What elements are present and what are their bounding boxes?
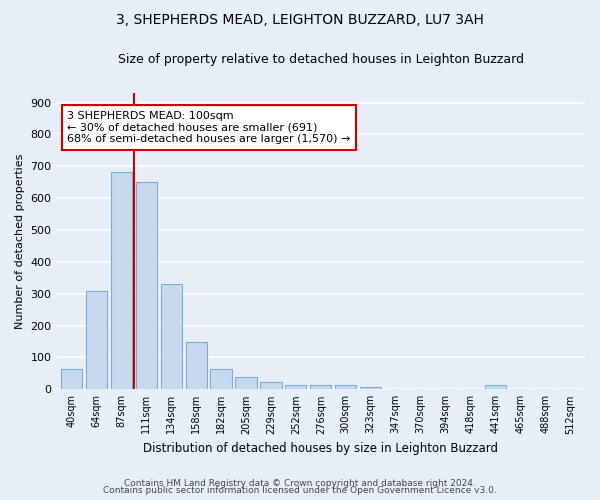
Bar [161,284,182,390]
Bar [485,386,506,390]
Title: Size of property relative to detached houses in Leighton Buzzard: Size of property relative to detached ho… [118,52,524,66]
Bar [335,386,356,390]
Bar [260,382,281,390]
Bar [285,386,307,390]
Bar [111,172,132,390]
Bar [61,368,82,390]
Text: 3, SHEPHERDS MEAD, LEIGHTON BUZZARD, LU7 3AH: 3, SHEPHERDS MEAD, LEIGHTON BUZZARD, LU7… [116,12,484,26]
Text: Contains HM Land Registry data © Crown copyright and database right 2024.: Contains HM Land Registry data © Crown c… [124,478,476,488]
Bar [185,342,207,390]
Bar [211,368,232,390]
X-axis label: Distribution of detached houses by size in Leighton Buzzard: Distribution of detached houses by size … [143,442,498,455]
Text: 3 SHEPHERDS MEAD: 100sqm
← 30% of detached houses are smaller (691)
68% of semi-: 3 SHEPHERDS MEAD: 100sqm ← 30% of detach… [67,111,350,144]
Bar [235,377,257,390]
Text: Contains public sector information licensed under the Open Government Licence v3: Contains public sector information licen… [103,486,497,495]
Bar [310,386,331,390]
Bar [360,387,381,390]
Bar [136,182,157,390]
Bar [86,290,107,390]
Y-axis label: Number of detached properties: Number of detached properties [15,154,25,329]
